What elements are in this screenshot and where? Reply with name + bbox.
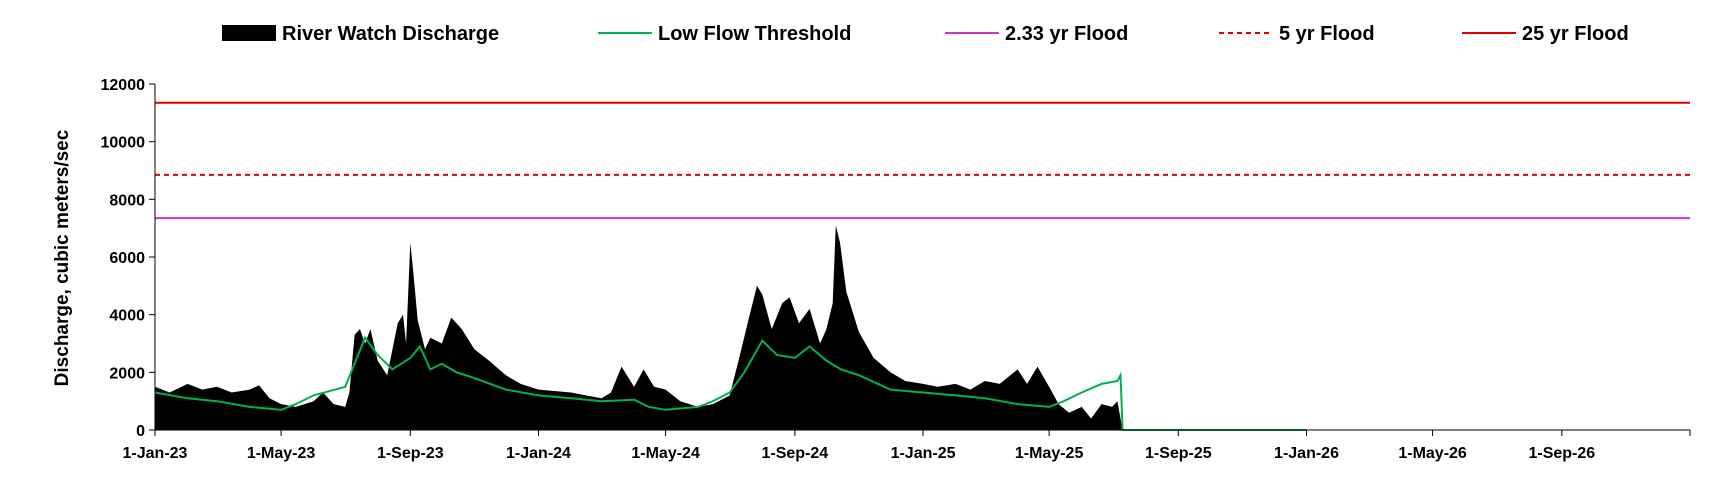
legend-label-25-yr-flood: 25 yr Flood xyxy=(1522,23,1629,45)
x-tick-label: 1-Sep-24 xyxy=(761,445,828,462)
x-tick-label: 1-Jan-26 xyxy=(1274,445,1339,462)
y-tick-label: 6000 xyxy=(109,250,145,267)
series-low-flow-threshold xyxy=(154,335,1307,431)
legend-swatch-river-watch-discharge xyxy=(222,25,276,41)
series-river-watch-discharge xyxy=(155,225,1123,430)
plot-area xyxy=(154,101,1690,431)
x-tick-label: 1-May-24 xyxy=(631,445,700,462)
legend-label-low-flow-threshold: Low Flow Threshold xyxy=(658,23,851,45)
x-tick-label: 1-Sep-23 xyxy=(377,445,444,462)
x-tick-label: 1-Jan-23 xyxy=(123,445,188,462)
x-tick-label: 1-May-26 xyxy=(1398,445,1467,462)
x-tick-label: 1-Jan-24 xyxy=(506,445,571,462)
x-tick-label: 1-Sep-25 xyxy=(1145,445,1212,462)
y-tick-label: 8000 xyxy=(109,192,145,209)
legend-label-2-33-yr-flood: 2.33 yr Flood xyxy=(1005,23,1128,45)
x-tick-label: 1-Sep-26 xyxy=(1528,445,1595,462)
chart-legend: River Watch Discharge Low Flow Threshold 2… xyxy=(222,23,1629,45)
y-tick-label: 4000 xyxy=(109,308,145,325)
x-tick-label: 1-Jan-25 xyxy=(891,445,956,462)
axes: 0 2000 4000 6000 8000 10000 12000 1-Jan-23 1-May… xyxy=(101,77,1691,462)
x-tick-label: 1-May-23 xyxy=(247,445,316,462)
y-axis-title: Discharge, cubic meters/sec xyxy=(52,129,73,386)
y-tick-label: 10000 xyxy=(101,135,146,152)
legend-label-5-yr-flood: 5 yr Flood xyxy=(1279,23,1375,45)
x-tick-label: 1-May-25 xyxy=(1015,445,1084,462)
y-tick-label: 12000 xyxy=(101,77,146,94)
y-tick-label: 0 xyxy=(136,423,145,440)
y-tick-label: 2000 xyxy=(109,365,145,382)
legend-label-river-watch-discharge: River Watch Discharge xyxy=(282,23,499,45)
